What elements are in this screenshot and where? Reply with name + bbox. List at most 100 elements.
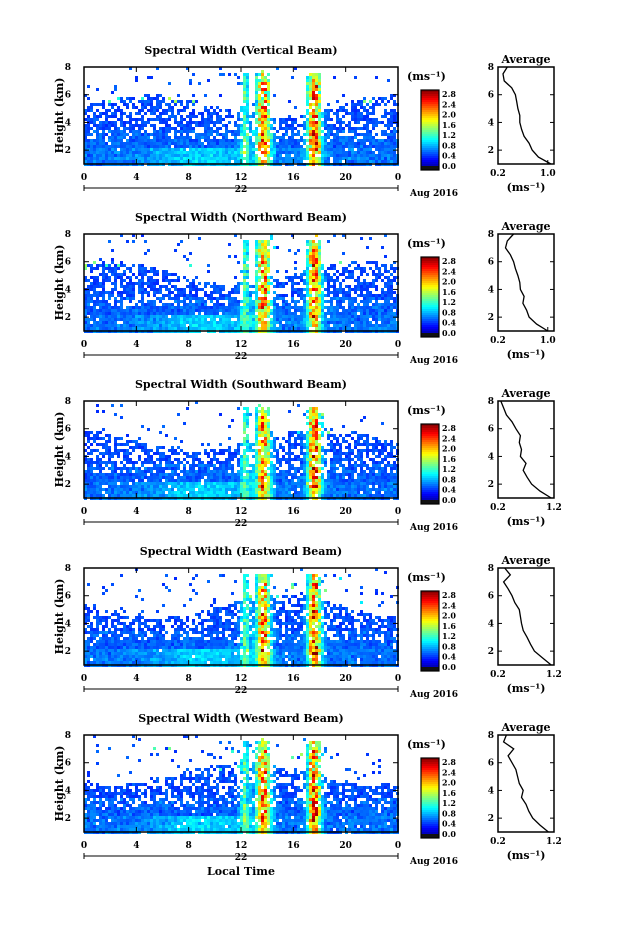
heatmap-cell [123, 473, 126, 476]
heatmap-cell [321, 273, 324, 276]
heatmap-cell [270, 133, 273, 136]
heatmap-cell [144, 142, 147, 145]
heatmap-cell [144, 327, 147, 330]
heatmap-cell [249, 470, 252, 473]
heatmap-cell [360, 115, 363, 118]
heatmap-cell [135, 470, 138, 473]
heatmap-cell [117, 473, 120, 476]
heatmap-cell [267, 127, 270, 130]
heatmap-cell [135, 139, 138, 142]
heatmap-cell [318, 85, 321, 88]
heatmap-cell [366, 324, 369, 327]
heatmap-cell [294, 288, 297, 291]
heatmap-cell [384, 109, 387, 112]
heatmap-cell [333, 309, 336, 312]
heatmap-cell [129, 139, 132, 142]
heatmap-cell [378, 309, 381, 312]
heatmap-cell [267, 97, 270, 100]
heatmap-cell [318, 130, 321, 133]
heatmap-cell [246, 479, 249, 482]
heatmap-cell [162, 327, 165, 330]
heatmap-cell [105, 321, 108, 324]
heatmap-cell [243, 425, 246, 428]
heatmap-cell [237, 446, 240, 449]
heatmap-cell [243, 157, 246, 160]
heatmap-cell [162, 324, 165, 327]
heatmap-cell [288, 318, 291, 321]
heatmap-cell [192, 103, 195, 106]
heatmap-cell [246, 407, 249, 410]
heatmap-cell [108, 160, 111, 163]
heatmap-cell [129, 118, 132, 121]
heatmap-cell [351, 261, 354, 264]
heatmap-cell [114, 464, 117, 467]
heatmap-cell [372, 142, 375, 145]
heatmap-cell [105, 118, 108, 121]
heatmap-cell [105, 121, 108, 124]
heatmap-cell [309, 112, 312, 115]
heatmap-cell [162, 470, 165, 473]
heatmap-cell [258, 249, 261, 252]
heatmap-cell [186, 303, 189, 306]
heatmap-cell [153, 151, 156, 154]
heatmap-cell [84, 291, 87, 294]
heatmap-cell [264, 300, 267, 303]
heatmap-cell [252, 318, 255, 321]
heatmap-cell [243, 255, 246, 258]
heatmap-cell [390, 303, 393, 306]
heatmap-cell [159, 452, 162, 455]
heatmap-cell [294, 309, 297, 312]
colorbar-swatch [421, 132, 439, 135]
heatmap-cell [177, 452, 180, 455]
heatmap-cell [198, 124, 201, 127]
heatmap-cell [141, 479, 144, 482]
heatmap-cell [300, 309, 303, 312]
heatmap-cell [192, 294, 195, 297]
heatmap-cell [90, 437, 93, 440]
heatmap-cell [147, 118, 150, 121]
heatmap-cell [318, 261, 321, 264]
heatmap-cell [156, 115, 159, 118]
heatmap-cell [114, 321, 117, 324]
colorbar-swatch [421, 166, 439, 170]
heatmap-cell [243, 285, 246, 288]
heatmap-cell [189, 151, 192, 154]
heatmap-cell [390, 154, 393, 157]
heatmap-cell [315, 79, 318, 82]
heatmap-cell [159, 476, 162, 479]
heatmap-cell [255, 491, 258, 494]
heatmap-cell [207, 312, 210, 315]
heatmap-cell [237, 479, 240, 482]
heatmap-cell [183, 476, 186, 479]
heatmap-cell [156, 103, 159, 106]
heatmap-cell [381, 100, 384, 103]
heatmap-cell [261, 127, 264, 130]
colorbar-tick-label: 0.4 [442, 151, 456, 161]
heatmap-cell [153, 461, 156, 464]
heatmap-cell [114, 264, 117, 267]
heatmap-cell [159, 112, 162, 115]
heatmap-cell [312, 136, 315, 139]
heatmap-cell [348, 264, 351, 267]
heatmap-cell [276, 151, 279, 154]
heatmap-cell [180, 461, 183, 464]
heatmap-cell [165, 482, 168, 485]
heatmap-cell [354, 118, 357, 121]
heatmap-cell [255, 479, 258, 482]
heatmap-cell [144, 452, 147, 455]
heatmap-cell [165, 109, 168, 112]
heatmap-cell [342, 234, 345, 237]
heatmap-cell [96, 327, 99, 330]
heatmap-cell [186, 482, 189, 485]
heatmap-cell [378, 148, 381, 151]
heatmap-cell [279, 315, 282, 318]
heatmap-cell [243, 124, 246, 127]
heatmap-cell [294, 303, 297, 306]
heatmap-cell [117, 109, 120, 112]
heatmap-cell [195, 297, 198, 300]
heatmap-cell [387, 160, 390, 163]
heatmap-cell [108, 279, 111, 282]
heatmap-cell [330, 109, 333, 112]
heatmap-cell [339, 136, 342, 139]
heatmap-cell [165, 321, 168, 324]
